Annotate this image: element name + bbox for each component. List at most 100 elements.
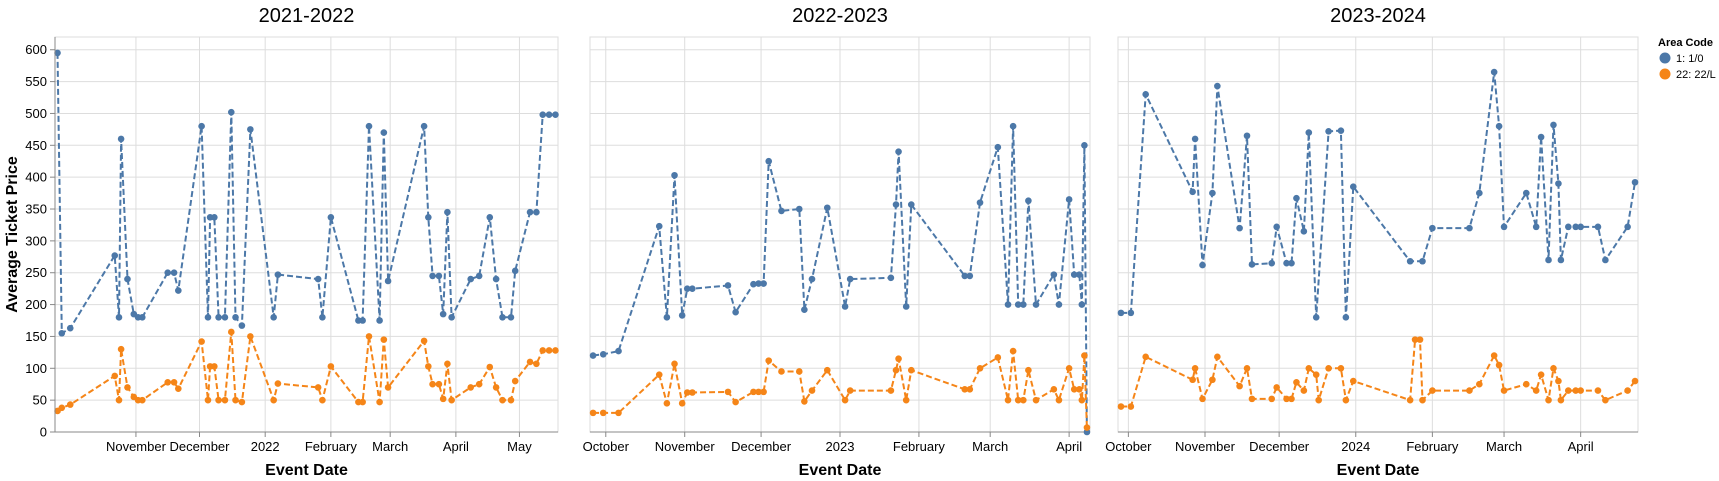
data-point: [1214, 82, 1221, 90]
data-point: [966, 386, 974, 393]
legend-swatch: [1659, 68, 1671, 80]
x-tick-label: February: [1406, 439, 1459, 454]
data-point: [1500, 387, 1508, 394]
data-point: [492, 384, 500, 391]
data-point: [1293, 379, 1300, 386]
data-point: [1406, 257, 1414, 265]
data-point: [808, 275, 816, 283]
data-point: [907, 366, 915, 374]
data-point: [1083, 424, 1091, 431]
data-point: [892, 201, 900, 208]
data-point: [486, 363, 494, 371]
data-point: [1065, 364, 1073, 372]
data-point: [1337, 127, 1345, 134]
data-point: [467, 275, 475, 283]
data-point: [1429, 224, 1436, 232]
data-point: [1025, 366, 1032, 374]
data-point: [507, 396, 515, 404]
data-point: [1476, 189, 1483, 197]
data-point: [204, 396, 212, 404]
data-point: [1349, 183, 1357, 191]
data-point: [384, 277, 392, 285]
data-point: [1300, 387, 1308, 394]
data-point: [198, 338, 205, 345]
data-point: [138, 314, 146, 321]
data-point: [615, 347, 622, 355]
data-point: [755, 280, 762, 287]
data-point: [1288, 395, 1295, 403]
data-point: [689, 285, 696, 292]
data-point: [232, 396, 239, 404]
data-point: [1055, 301, 1063, 308]
data-point: [552, 111, 559, 119]
x-tick-label: February: [893, 439, 946, 454]
data-point: [599, 350, 607, 358]
data-point: [533, 360, 540, 368]
data-point: [994, 143, 1002, 151]
data-point: [552, 347, 559, 354]
data-point: [1070, 386, 1078, 393]
data-point: [589, 352, 597, 359]
panel-frame: [54, 36, 559, 433]
data-point: [499, 314, 506, 321]
data-point: [319, 396, 326, 404]
data-point: [1293, 194, 1300, 202]
data-point: [526, 208, 534, 216]
data-point: [247, 333, 254, 340]
data-point: [376, 398, 383, 406]
data-point: [359, 317, 366, 324]
data-point: [1349, 377, 1357, 385]
data-point: [1236, 224, 1243, 232]
data-point: [976, 364, 984, 372]
data-point: [1555, 180, 1562, 187]
data-point: [1070, 271, 1078, 278]
data-point: [1300, 228, 1308, 235]
x-tick-label: December: [1249, 439, 1310, 454]
data-point: [1283, 259, 1290, 267]
data-point: [274, 380, 282, 387]
data-point: [760, 388, 767, 396]
data-point: [1050, 386, 1058, 393]
data-point: [384, 384, 392, 391]
data-point: [175, 385, 182, 392]
x-tick-label: November: [655, 439, 716, 454]
data-point: [1557, 256, 1565, 264]
data-point: [1490, 68, 1498, 76]
data-point: [750, 280, 757, 288]
data-point: [66, 401, 74, 408]
data-point: [1076, 271, 1083, 278]
data-point: [1273, 384, 1280, 391]
data-point: [1127, 403, 1135, 410]
data-point: [327, 213, 335, 221]
data-point: [683, 389, 691, 396]
data-point: [1081, 352, 1088, 359]
y-tick-label: 450: [25, 138, 47, 153]
data-point: [420, 122, 428, 130]
data-point: [1127, 309, 1135, 317]
data-point: [1565, 387, 1572, 394]
data-point: [994, 354, 1002, 361]
data-point: [227, 108, 235, 116]
y-tick-label: 300: [25, 233, 47, 248]
data-point: [270, 314, 277, 321]
data-point: [1283, 395, 1290, 403]
data-point: [1199, 395, 1206, 403]
data-point: [439, 310, 447, 318]
data-point: [1019, 396, 1027, 404]
y-tick-label: 100: [25, 361, 47, 376]
y-tick-label: 500: [25, 106, 47, 121]
data-point: [1429, 387, 1436, 394]
data-point: [895, 355, 902, 363]
data-point: [1209, 189, 1216, 197]
data-point: [1631, 178, 1639, 186]
data-point: [539, 111, 547, 119]
data-point: [115, 396, 123, 404]
x-tick-label: October: [1105, 439, 1152, 454]
data-point: [1419, 257, 1426, 265]
data-point: [526, 358, 534, 366]
data-point: [1594, 387, 1602, 394]
data-point: [902, 396, 910, 404]
data-point: [1624, 387, 1631, 394]
data-point: [1209, 376, 1216, 384]
